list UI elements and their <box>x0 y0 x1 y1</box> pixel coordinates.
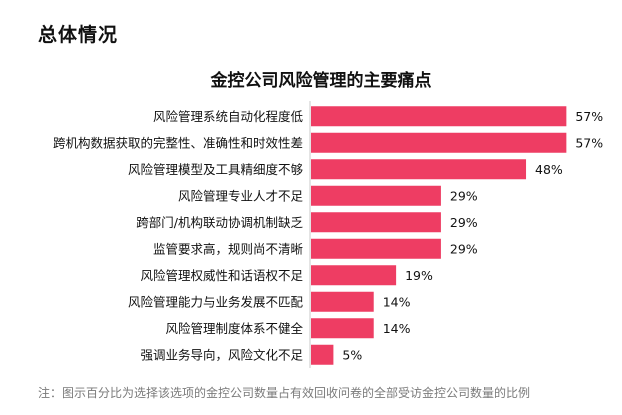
value-label: 14% <box>383 294 411 309</box>
value-label: 29% <box>450 241 478 256</box>
bar <box>311 106 567 127</box>
category-label: 跨部门/机构联动协调机制缺乏 <box>136 215 303 230</box>
bar <box>311 212 441 233</box>
category-label: 风险管理系统自动化程度低 <box>153 109 304 124</box>
bar <box>311 159 527 180</box>
bar <box>311 238 441 259</box>
value-label: 57% <box>575 135 603 150</box>
category-label: 风险管理权威性和话语权不足 <box>140 268 303 283</box>
bar <box>311 318 374 339</box>
value-label: 29% <box>450 188 478 203</box>
category-label: 风险管理制度体系不健全 <box>165 321 303 336</box>
bar <box>311 132 567 153</box>
value-label: 29% <box>450 215 478 230</box>
category-label: 跨机构数据获取的完整性、准确性和时效性差 <box>53 135 303 150</box>
footnote: 注：图示百分比为选择该选项的金控公司数量占有效回收问卷的全部受访金控公司数量的比… <box>38 386 531 400</box>
value-label: 57% <box>575 109 603 124</box>
category-label: 风险管理模型及工具精细度不够 <box>128 162 304 177</box>
bar <box>311 265 397 286</box>
value-label: 19% <box>405 268 433 283</box>
value-label: 14% <box>383 321 411 336</box>
category-label: 风险管理专业人才不足 <box>178 188 304 203</box>
value-label: 5% <box>342 347 362 362</box>
category-label: 风险管理能力与业务发展不匹配 <box>128 294 304 309</box>
bar <box>311 344 334 365</box>
bar <box>311 291 374 312</box>
bar <box>311 185 441 206</box>
chart-title: 金控公司风险管理的主要痛点 <box>210 71 432 91</box>
value-label: 48% <box>535 162 563 177</box>
section-title: 总体情况 <box>38 24 119 46</box>
category-label: 监管要求高，规则尚不清晰 <box>153 241 303 256</box>
category-label: 强调业务导向，风险文化不足 <box>140 347 303 362</box>
